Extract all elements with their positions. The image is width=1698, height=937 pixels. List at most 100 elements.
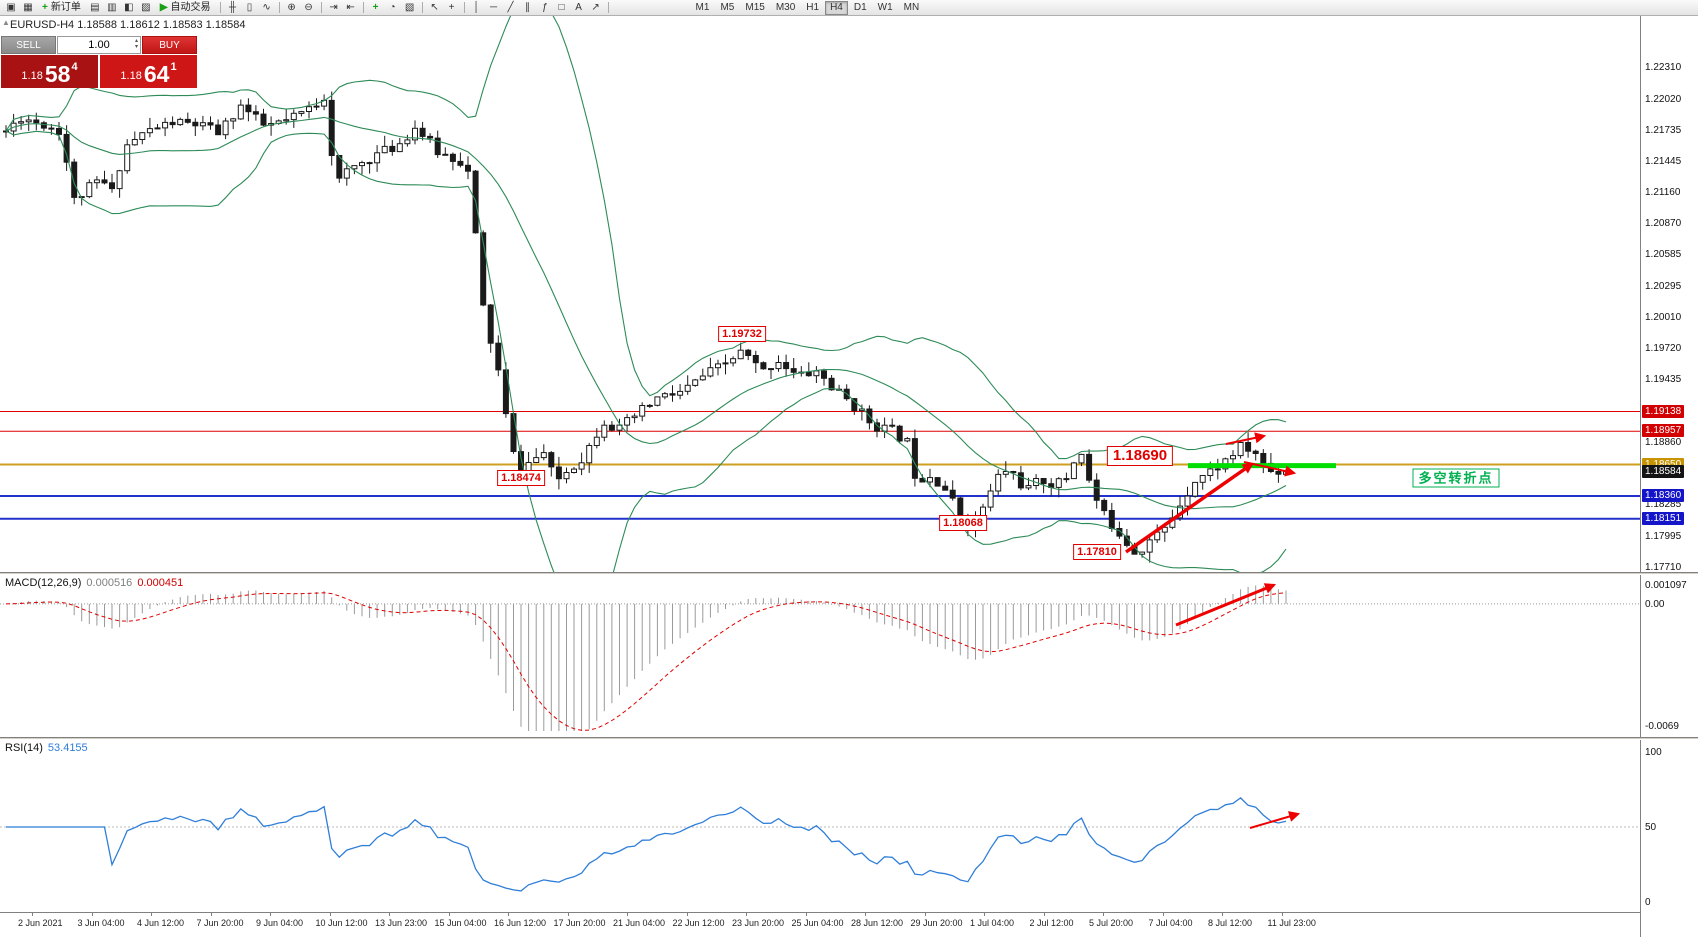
hlines-layer[interactable] <box>0 411 1640 520</box>
timeframe-h1-button[interactable]: H1 <box>801 1 824 15</box>
timeframe-mn-button[interactable]: MN <box>899 1 925 15</box>
time-label: 4 Jun 12:00 <box>137 918 185 928</box>
time-label: 2 Jul 12:00 <box>1029 918 1074 928</box>
time-axis[interactable]: 2 Jun 2021 3 Jun 04:00 4 Jun 12:00 7 Jun 20… <box>0 912 1640 937</box>
bid-price-button[interactable]: 1.18 58 4 <box>1 55 98 88</box>
crosshair-icon: + <box>448 2 455 13</box>
timeframe-m5-button[interactable]: M5 <box>715 1 739 15</box>
navigator-icon: ◧ <box>124 2 134 13</box>
zoom-out-button[interactable]: ⊖ <box>301 1 317 15</box>
indicators-button[interactable]: + <box>368 1 384 15</box>
time-label: 28 Jun 12:00 <box>851 918 904 928</box>
periods-button[interactable]: ◔ <box>385 1 401 15</box>
autotrading-button[interactable]: ▶ 自动交易 <box>155 1 216 15</box>
cursor-button[interactable]: ↖ <box>427 1 443 15</box>
macd-name: MACD(12,26,9) <box>5 577 82 589</box>
time-tick <box>1162 913 1164 916</box>
price-axis-tick: 1.17995 <box>1645 530 1682 542</box>
terminal-button[interactable]: ▨ <box>138 1 154 15</box>
line-chart-button[interactable]: ∿ <box>259 1 275 15</box>
volume-down-icon[interactable]: ▾ <box>134 44 138 50</box>
price-axis[interactable]: 1.22310 1.22020 1.21735 1.21445 1.21160 1.208… <box>1640 16 1698 937</box>
text-label-button[interactable]: A <box>571 1 587 15</box>
price-axis-tick: 1.20585 <box>1645 249 1682 261</box>
ask-price-button[interactable]: 1.18 64 1 <box>100 55 197 88</box>
vertical-line-button[interactable]: │ <box>469 1 485 15</box>
red-arrow-annotation[interactable] <box>1249 811 1301 829</box>
chart-shift-icon: ⇤ <box>346 2 355 13</box>
time-label: 15 Jun 04:00 <box>434 918 487 928</box>
buy-button[interactable]: BUY <box>142 36 197 54</box>
red-arrow-annotation[interactable] <box>1225 432 1267 445</box>
market-watch-button[interactable]: ▤ <box>87 1 103 15</box>
time-label: 5 Jul 20:00 <box>1089 918 1134 928</box>
data-window-button[interactable]: ▥ <box>104 1 120 15</box>
price-axis-tick: 1.18285 <box>1645 499 1682 511</box>
chart-ohlc-title: EURUSD-H4 1.18588 1.18612 1.18583 1.1858… <box>10 19 246 31</box>
candlestick-chart-button[interactable]: ▯ <box>242 1 258 15</box>
candlestick-chart-icon: ▯ <box>246 2 253 13</box>
volume-spinner[interactable]: ▴ ▾ <box>135 38 138 50</box>
price-axis-highlight: 1.19138 <box>1642 404 1685 418</box>
red-arrow-annotation[interactable] <box>1124 462 1254 554</box>
one-click-collapse-icon[interactable]: ▲ <box>2 18 10 27</box>
time-tick <box>91 913 93 916</box>
main-chart-canvas[interactable] <box>0 16 1640 572</box>
price-axis-tick: 50 <box>1645 822 1657 833</box>
price-axis-tick: 1.17710 <box>1645 561 1682 573</box>
red-arrow-annotation[interactable] <box>1175 583 1277 627</box>
volume-input[interactable]: 1.00 ▴ ▾ <box>57 36 141 54</box>
timeframe-d1-button[interactable]: D1 <box>849 1 872 15</box>
timeframe-h4-button[interactable]: H4 <box>825 0 848 15</box>
horizontal-line-button[interactable]: ─ <box>486 1 502 15</box>
time-tick <box>746 913 747 916</box>
time-tick <box>32 913 33 916</box>
new-order-button[interactable]: + 新订单 <box>37 1 86 15</box>
macd-label: MACD(12,26,9) 0.000516 0.000451 <box>5 577 188 589</box>
rsi-panel[interactable]: RSI(14) 53.4155 <box>0 740 1640 912</box>
timeframe-m30-button[interactable]: M30 <box>771 1 800 15</box>
price-axis-tick: 1.22020 <box>1645 93 1682 105</box>
channel-button[interactable]: ∥ <box>520 1 536 15</box>
price-axis-tick: 1.18860 <box>1645 436 1682 448</box>
chart-shift-button[interactable]: ⇤ <box>343 1 359 15</box>
timeframe-m15-button[interactable]: M15 <box>740 1 769 15</box>
red-arrow-annotation[interactable] <box>1243 461 1297 477</box>
time-tick <box>389 913 390 916</box>
navigator-button[interactable]: ◧ <box>121 1 137 15</box>
autotrading-icon: ▶ <box>159 2 168 13</box>
time-tick <box>270 913 271 916</box>
templates-button[interactable]: ▧ <box>402 1 418 15</box>
panel-separator[interactable] <box>0 737 1698 740</box>
timeframe-m1-button[interactable]: M1 <box>691 1 715 15</box>
volume-up-icon[interactable]: ▴ <box>134 38 138 44</box>
bid-price-pip: 4 <box>71 61 78 73</box>
time-tick <box>1043 913 1045 916</box>
bar-chart-icon: ╫ <box>229 2 237 13</box>
zoom-in-button[interactable]: ⊕ <box>284 1 300 15</box>
macd-panel[interactable]: MACD(12,26,9) 0.000516 0.000451 <box>0 575 1640 737</box>
main-chart-panel[interactable]: 1.19732 1.18474 1.18690 1.18068 1.17810 多空转折点… <box>0 16 1640 572</box>
panel-separator[interactable] <box>0 572 1698 575</box>
cursor-icon: ↖ <box>430 2 439 13</box>
new-chart-button[interactable]: ▣ <box>3 1 19 15</box>
auto-scroll-button[interactable]: ⇥ <box>326 1 342 15</box>
zoom-out-icon: ⊖ <box>304 2 313 13</box>
auto-scroll-icon: ⇥ <box>329 2 338 13</box>
fibonacci-button[interactable]: ƒ <box>537 1 553 15</box>
timeframe-w1-button[interactable]: W1 <box>873 1 898 15</box>
arrows-tool-button[interactable]: ↗ <box>588 1 604 15</box>
sell-button[interactable]: SELL <box>1 36 56 54</box>
crosshair-button[interactable]: + <box>444 1 460 15</box>
bar-chart-button[interactable]: ╫ <box>225 1 241 15</box>
shapes-button[interactable]: □ <box>554 1 570 15</box>
window-tile-button[interactable]: ▦ <box>20 1 36 15</box>
rsi-name: RSI(14) <box>5 742 43 754</box>
ask-price-prefix: 1.18 <box>120 70 142 82</box>
trendline-button[interactable]: ╱ <box>503 1 519 15</box>
toolbar-divider <box>320 2 322 13</box>
price-axis-tick: 1.21445 <box>1645 156 1682 167</box>
window-tile-icon: ▦ <box>23 2 33 13</box>
time-label: 25 Jun 04:00 <box>791 918 844 928</box>
toolbar-divider <box>219 2 221 13</box>
